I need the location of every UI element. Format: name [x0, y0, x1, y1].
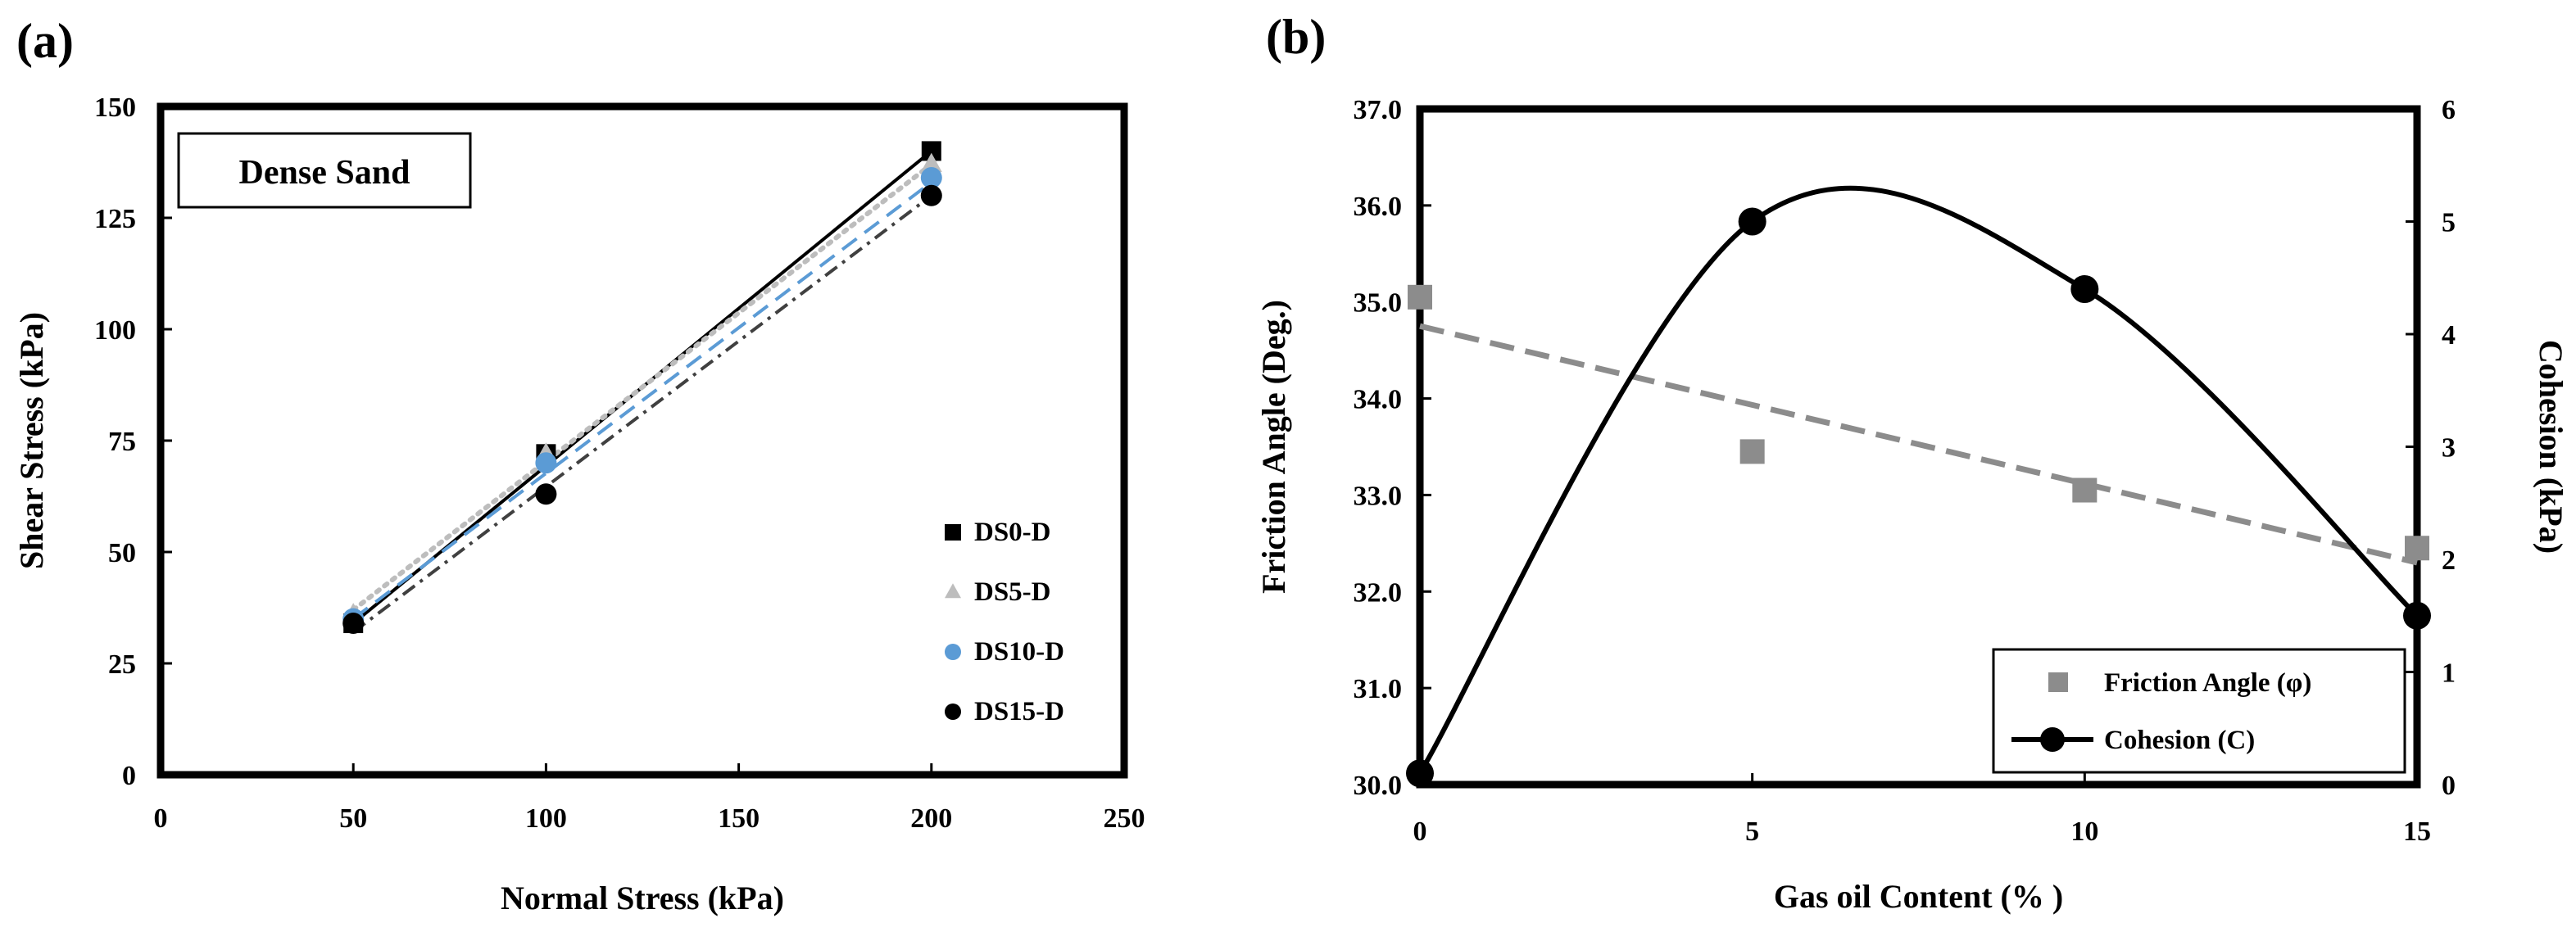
y-right-tick-label-b: 1 — [2442, 658, 2456, 689]
y-left-tick-label-b: 32.0 — [1354, 577, 1403, 608]
legend-marker-friction — [2048, 672, 2068, 692]
annotation-text-a: Dense Sand — [239, 154, 410, 192]
x-tick-label-b: 0 — [1413, 817, 1427, 847]
fit-line-ds5-d — [351, 161, 934, 613]
legend-label-ds5-d: DS5-D — [974, 577, 1051, 607]
point-ds10-d — [920, 167, 942, 189]
point-ds15-d — [342, 613, 365, 635]
y-right-axis-title-b: Cohesion (kPa) — [2533, 340, 2569, 554]
x-tick-label-b: 5 — [1745, 817, 1759, 847]
panel-a-label: (a) — [16, 14, 74, 68]
cohesion-point — [2403, 601, 2431, 630]
legend-label-cohesion: Cohesion (C) — [2104, 726, 2255, 755]
y-left-tick-label-b: 34.0 — [1354, 385, 1403, 415]
fit-line-ds15-d — [351, 194, 933, 634]
legend-label-ds0-d: DS0-D — [974, 518, 1051, 547]
point-ds10-d — [535, 452, 557, 474]
y-right-tick-label-b: 5 — [2442, 208, 2456, 238]
x-tick-label-a: 100 — [525, 803, 567, 834]
chart-b: 0 5 10 1530.031.032.033.034.035.036.037.001… — [1255, 95, 2569, 915]
point-ds5-d — [920, 152, 942, 173]
chart-a: 0 50 100 150 200 250 0 25 50 75 100 125 150 Normal St… — [13, 93, 1145, 916]
legend-label-ds10-d: DS10-D — [974, 637, 1064, 667]
y-tick-label-a: 100 — [94, 315, 136, 346]
y-tick-label-a: 25 — [108, 649, 136, 680]
cohesion-curve — [1417, 185, 2420, 775]
x-tick-label-a: 50 — [339, 803, 367, 834]
friction-point — [2072, 477, 2098, 503]
friction-trend-line — [1419, 323, 2418, 566]
annotation-box-a — [177, 132, 472, 209]
legend-marker-ds10-d — [945, 644, 961, 660]
x-tick-label-a: 150 — [718, 803, 760, 834]
y-left-tick-label-b: 37.0 — [1354, 95, 1403, 125]
y-left-tick-label-b: 36.0 — [1354, 192, 1403, 222]
legend-marker-ds5-d — [945, 583, 961, 599]
y-tick-label-a: 75 — [108, 427, 136, 457]
y-left-tick-label-b: 30.0 — [1354, 771, 1403, 801]
x-tick-label-b: 15 — [2403, 817, 2431, 847]
friction-point — [1408, 284, 1432, 310]
legend-marker-cohesion — [2040, 727, 2065, 752]
cohesion-point — [1406, 759, 1434, 788]
legend-label-friction: Friction Angle (φ) — [2104, 668, 2311, 698]
x-tick-label-a: 250 — [1104, 803, 1145, 834]
y-tick-label-a: 150 — [94, 93, 136, 123]
y-tick-label-a: 125 — [94, 204, 136, 234]
legend-label-ds15-d: DS15-D — [974, 697, 1064, 726]
legend-marker-ds0-d — [945, 524, 961, 541]
y-left-tick-label-b: 31.0 — [1354, 674, 1403, 704]
cohesion-point — [1738, 207, 1766, 236]
y-left-axis-title-b: Friction Angle (Deg.) — [1255, 300, 1292, 594]
x-tick-label-b: 10 — [2070, 817, 2098, 847]
y-left-tick-label-b: 35.0 — [1354, 288, 1403, 319]
y-right-tick-label-b: 2 — [2442, 545, 2456, 576]
point-ds15-d — [920, 184, 942, 206]
y-axis-title-a: Shear Stress (kPa) — [13, 312, 50, 569]
y-right-tick-label-b: 4 — [2442, 320, 2456, 351]
x-axis-title-b: Gas oil Content (% ) — [1774, 878, 2063, 915]
y-left-tick-label-b: 33.0 — [1354, 481, 1403, 511]
cohesion-point — [2070, 275, 2099, 303]
y-right-tick-label-b: 0 — [2442, 771, 2456, 801]
x-axis-title-a: Normal Stress (kPa) — [501, 880, 784, 916]
x-tick-label-a: 200 — [910, 803, 952, 834]
y-tick-label-a: 50 — [108, 538, 136, 568]
x-tick-label-a: 0 — [154, 803, 168, 834]
legend-marker-ds15-d — [945, 704, 961, 720]
y-tick-label-a: 0 — [122, 761, 136, 791]
friction-point — [2405, 536, 2429, 561]
friction-point — [1739, 439, 1765, 464]
y-right-tick-label-b: 3 — [2442, 433, 2456, 464]
panel-b-label: (b) — [1266, 10, 1326, 64]
fit-line-ds10-d — [351, 180, 933, 621]
point-ds15-d — [535, 483, 557, 505]
legend-box-b — [1992, 648, 2406, 774]
y-right-tick-label-b: 6 — [2442, 95, 2456, 125]
